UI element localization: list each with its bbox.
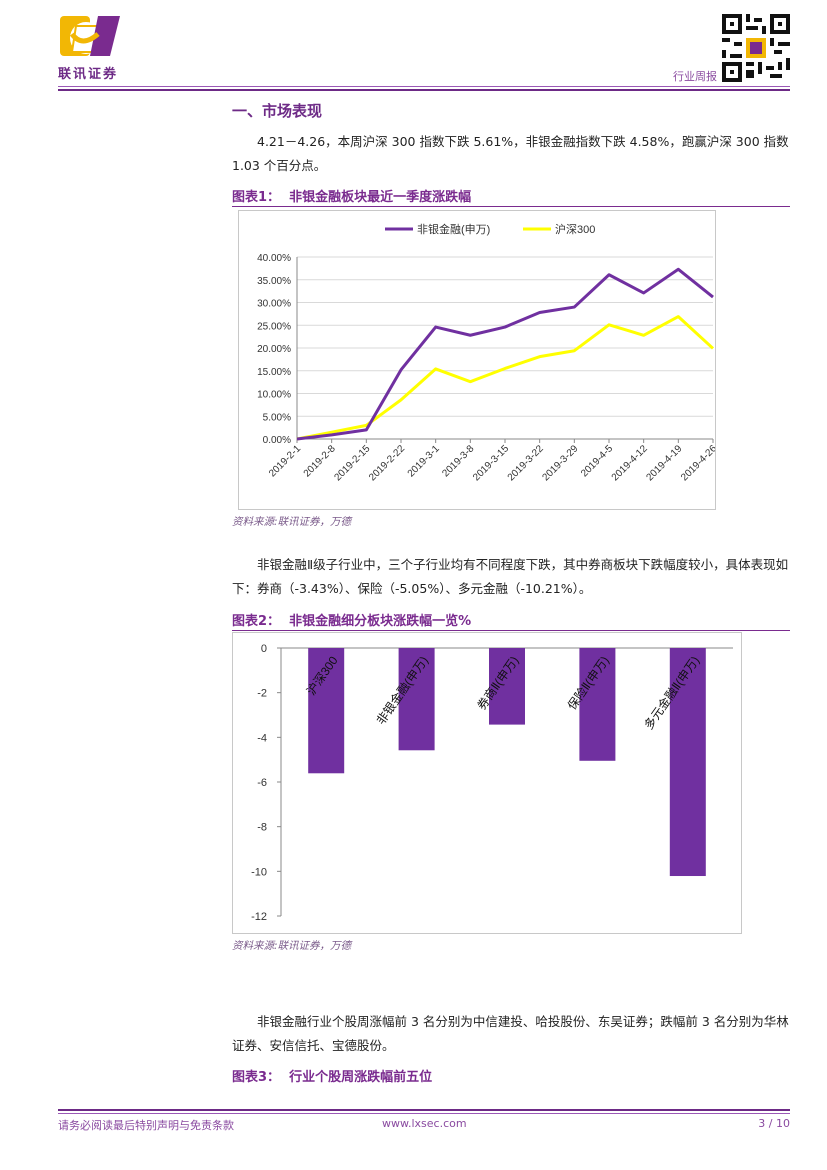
figure-2-source: 资料来源:联讯证券，万德 (232, 940, 352, 952)
figure-3-label: 图表3： (232, 1070, 281, 1085)
x-tick-label: 2019-3-15 (471, 443, 511, 483)
footer-disclaimer[interactable]: 请务必阅读最后特别声明与免责条款 (58, 1119, 234, 1132)
figure-2-rule (232, 630, 790, 631)
y-tick-label: -8 (257, 822, 267, 834)
figure-2-label: 图表2： (232, 614, 281, 629)
figure-1-label: 图表1： (232, 190, 281, 205)
bar (669, 648, 706, 877)
figure-1-title: 图表1： 非银金融板块最近一季度涨跌幅 (232, 186, 471, 205)
y-tick-label: -10 (251, 866, 267, 878)
x-tick-label: 2019-3-29 (540, 443, 580, 483)
line-chart: 非银金融(申万) 沪深300 0.00% 5.00% 10.00% 15.00% 20.00… (257, 222, 719, 483)
header-rule (58, 86, 790, 87)
legend-label: 沪深300 (555, 222, 595, 236)
series-line-1 (296, 267, 714, 441)
bar (398, 648, 435, 751)
logo-text: 联讯证券 (58, 67, 119, 82)
x-tick-label: 2019-3-8 (440, 443, 476, 479)
y-tick-label: -6 (257, 777, 267, 789)
y-tick-label: 20.00% (257, 344, 291, 355)
y-tick-label: 40.00% (257, 253, 291, 264)
figure-1-rule (232, 206, 790, 207)
y-tick-label: 30.00% (257, 299, 291, 310)
figure-2-title: 图表2： 非银金融细分板块涨跌幅一览% (232, 610, 471, 629)
company-logo (58, 12, 122, 66)
line-chart-container: 非银金融(申万) 沪深300 0.00% 5.00% 10.00% 15.00% 20.00… (238, 210, 719, 510)
figure-1-source: 资料来源:联讯证券，万德 (232, 516, 352, 528)
legend-label: 非银金融(申万) (417, 222, 490, 236)
header-rule-thick (58, 89, 790, 91)
x-tick-label: 2019-3-1 (406, 443, 442, 479)
bar (489, 648, 525, 725)
footer-rule (58, 1113, 790, 1114)
figure-1-caption: 非银金融板块最近一季度涨跌幅 (289, 190, 472, 205)
y-tick-label: -12 (251, 911, 267, 923)
figure-2-caption: 非银金融细分板块涨跌幅一览% (289, 614, 472, 629)
section-title: 一、市场表现 (232, 102, 323, 120)
x-tick-label: 2019-2-15 (332, 443, 372, 483)
paragraph-market-summary: 4.21－4.26，本周沪深 300 指数下跌 5.61%，非银金融指数下跌 4… (232, 134, 789, 173)
figure-3-title: 图表3： 行业个股周涨跌幅前五位 (232, 1066, 432, 1085)
footer-website[interactable]: www.lxsec.com (382, 1117, 467, 1130)
y-tick-label: 0.00% (263, 435, 291, 446)
series-line-2 (296, 315, 715, 441)
paragraph-subsector: 非银金融Ⅱ级子行业中，三个子行业均有不同程度下跌，其中券商板块下跌幅度较小，具体… (232, 557, 789, 596)
x-tick-label: 2019-4-26 (679, 443, 715, 483)
qr-code-icon (722, 14, 790, 82)
y-tick-label: 0 (261, 643, 267, 655)
x-tick-label: 2019-2-8 (302, 443, 338, 479)
y-tick-label: 5.00% (263, 412, 291, 423)
y-tick-label: 35.00% (257, 276, 291, 287)
y-tick-label: 15.00% (257, 367, 291, 378)
bar-chart-container: 0 -2 -4 -6 -8 -10 -12 沪深300 非银金融(申万) 券商Ⅱ(申万) 保险Ⅱ(申… (232, 632, 742, 934)
y-tick-label: 10.00% (257, 390, 291, 401)
bar (579, 648, 616, 761)
x-tick-label: 2019-3-22 (506, 443, 546, 483)
bar (308, 648, 345, 774)
report-type: 行业周报 (673, 70, 717, 83)
y-tick-label: 25.00% (257, 321, 291, 332)
figure-3-caption: 行业个股周涨跌幅前五位 (289, 1070, 433, 1085)
x-tick-label: 2019-2-22 (367, 443, 407, 483)
y-tick-label: -4 (257, 732, 267, 744)
x-tick-label: 2019-4-12 (610, 443, 650, 483)
chart-legend: 非银金融(申万) 沪深300 (385, 222, 595, 236)
paragraph-stocks: 非银金融行业个股周涨幅前 3 名分别为中信建投、哈投股份、东吴证券；跌幅前 3 … (232, 1014, 789, 1053)
footer-rule-thick (58, 1109, 790, 1111)
x-tick-label: 2019-4-19 (644, 443, 684, 483)
x-tick-label: 2019-4-5 (579, 443, 615, 479)
x-tick-label: 2019-2-1 (267, 443, 303, 479)
y-tick-label: -2 (257, 688, 267, 700)
footer-page-number: 3 / 10 (758, 1117, 790, 1130)
